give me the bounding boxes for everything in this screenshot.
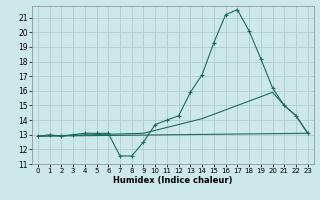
X-axis label: Humidex (Indice chaleur): Humidex (Indice chaleur) [113, 176, 233, 185]
